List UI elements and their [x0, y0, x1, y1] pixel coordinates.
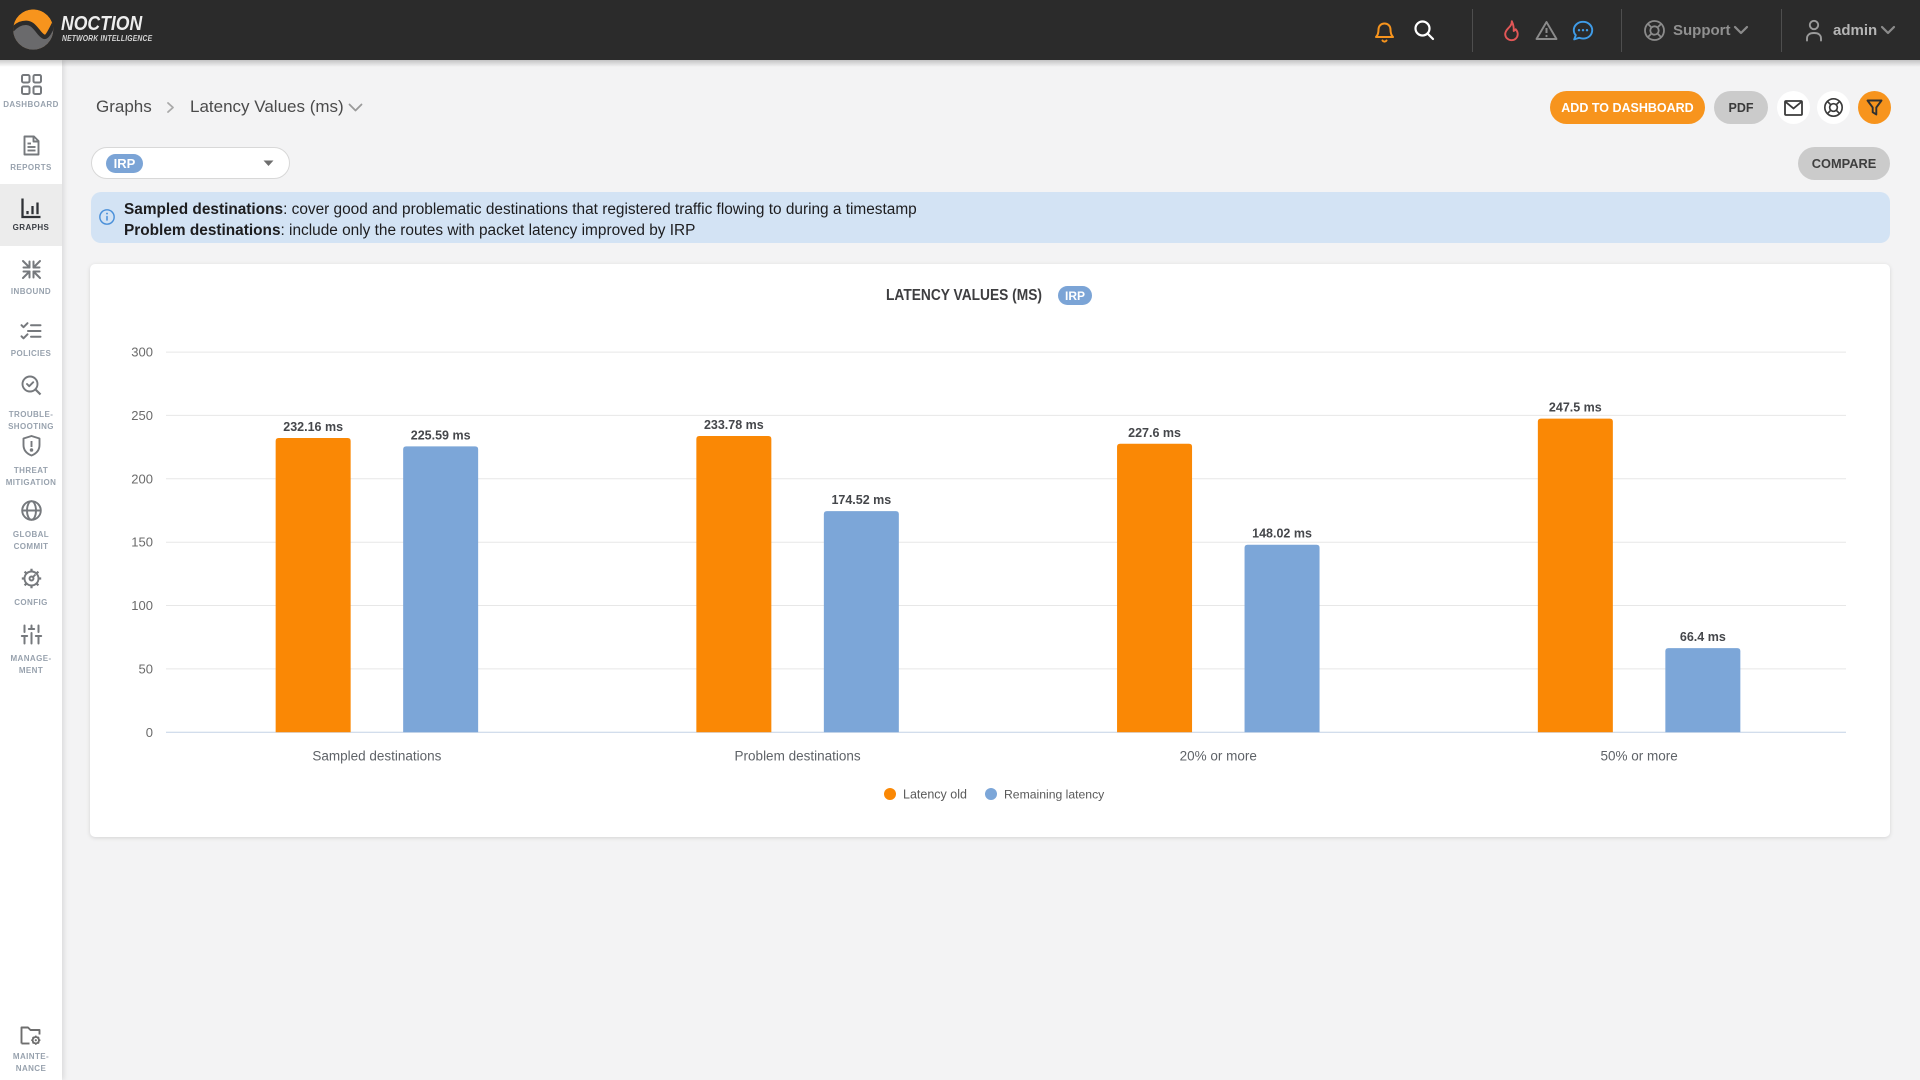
svg-text:20% or more: 20% or more	[1180, 749, 1257, 764]
svg-text:50: 50	[139, 661, 153, 676]
svg-text:227.6 ms: 227.6 ms	[1128, 426, 1181, 440]
svg-text:150: 150	[131, 535, 153, 550]
svg-text:Remaining latency: Remaining latency	[1004, 788, 1105, 802]
svg-text:232.16 ms: 232.16 ms	[283, 420, 343, 434]
svg-text:Problem destinations: Problem destinations	[735, 749, 861, 764]
svg-text:247.5 ms: 247.5 ms	[1549, 401, 1602, 415]
svg-text:300: 300	[131, 345, 153, 360]
svg-text:Latency old: Latency old	[903, 788, 967, 802]
svg-text:66.4 ms: 66.4 ms	[1680, 630, 1726, 644]
svg-text:225.59 ms: 225.59 ms	[411, 428, 471, 442]
svg-text:174.52 ms: 174.52 ms	[831, 493, 891, 507]
svg-text:50% or more: 50% or more	[1600, 749, 1677, 764]
svg-text:Sampled destinations: Sampled destinations	[312, 749, 441, 764]
svg-text:233.78 ms: 233.78 ms	[704, 418, 764, 432]
svg-text:0: 0	[146, 725, 153, 740]
svg-text:200: 200	[131, 471, 153, 486]
svg-text:148.02 ms: 148.02 ms	[1252, 527, 1312, 541]
svg-text:100: 100	[131, 598, 153, 613]
svg-text:250: 250	[131, 408, 153, 423]
